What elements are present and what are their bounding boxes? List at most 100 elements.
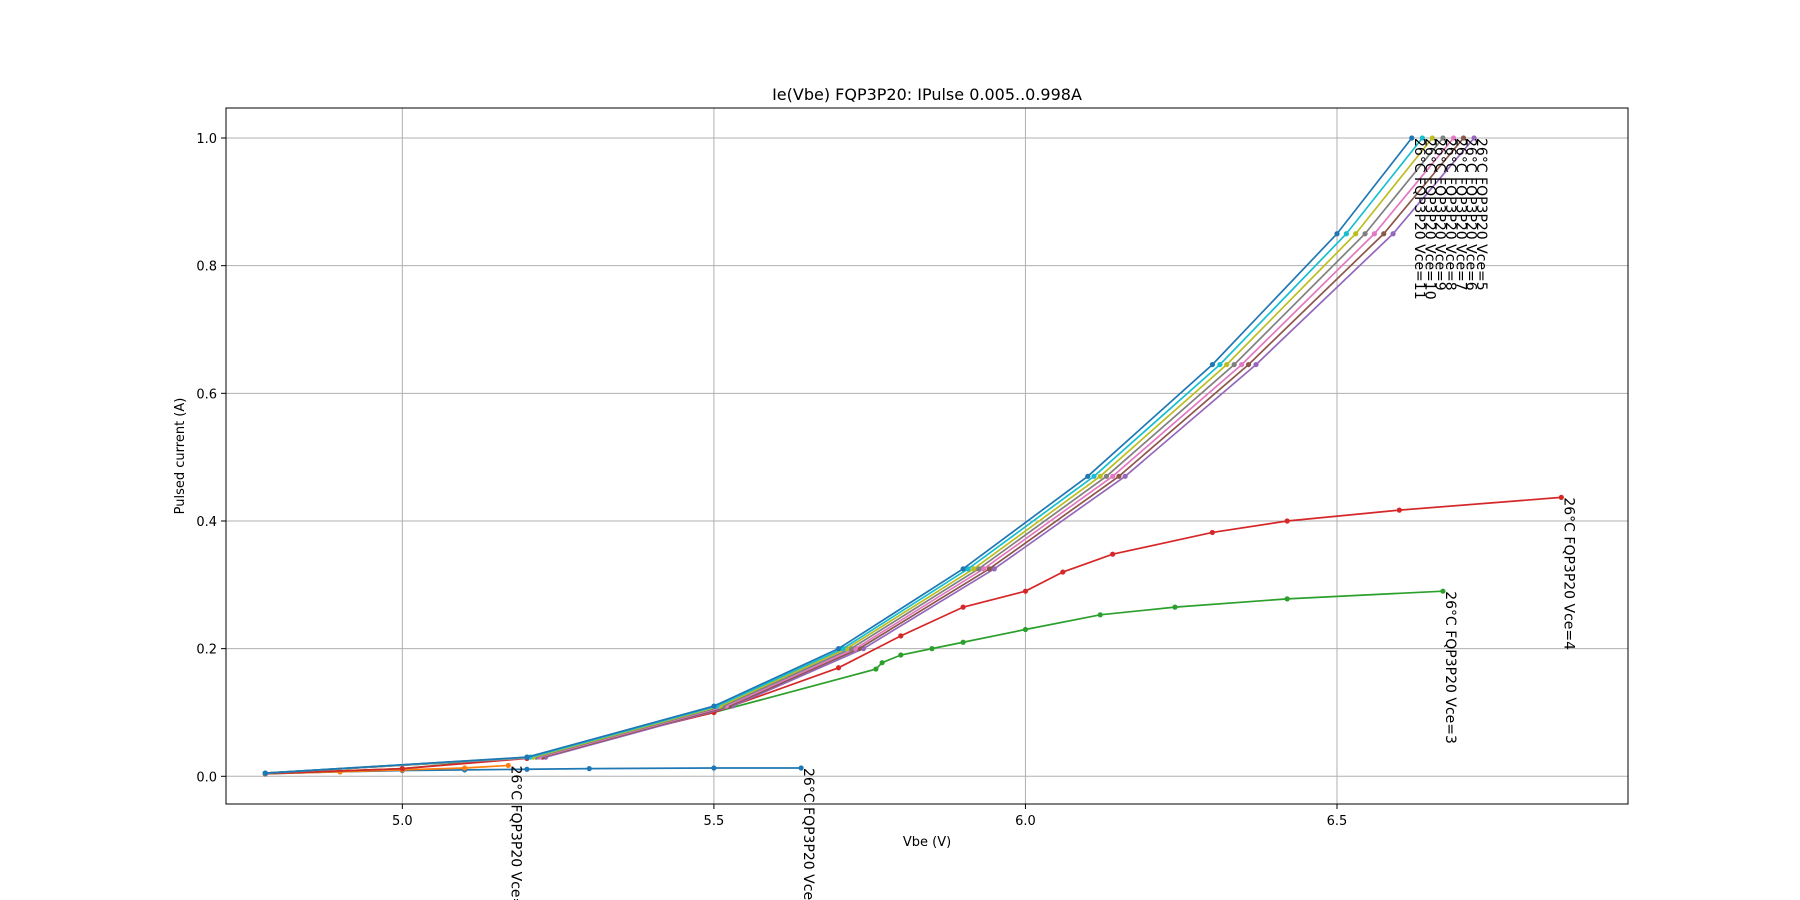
- data-point: [1097, 473, 1103, 479]
- series-label: 26°C FQP3P20 Vce=2: [507, 765, 523, 900]
- y-tick-label: 0.2: [196, 643, 217, 658]
- data-point: [1419, 135, 1425, 141]
- data-point: [711, 765, 717, 771]
- data-point: [524, 766, 530, 772]
- x-tick-label: 5.5: [704, 814, 725, 829]
- chart-title: Ie(Vbe) FQP3P20: IPulse 0.005..0.998A: [772, 85, 1082, 104]
- series: 26°C FQP3P20 Vce=1: [262, 765, 816, 900]
- x-tick-label: 5.0: [392, 814, 413, 829]
- data-point: [1022, 626, 1029, 633]
- data-point: [1396, 507, 1402, 513]
- data-point: [835, 646, 842, 652]
- series-label: 26°C FQP3P20 Vce=8: [1442, 138, 1458, 291]
- series-line: [265, 137, 1444, 774]
- data-point: [1440, 588, 1446, 594]
- x-tick-label: 6.0: [1015, 814, 1036, 829]
- data-point: [1122, 473, 1128, 479]
- data-point: [1097, 612, 1103, 618]
- data-point: [505, 762, 511, 769]
- data-point: [976, 566, 982, 572]
- data-point: [1429, 135, 1435, 141]
- data-point: [1224, 361, 1230, 368]
- data-point: [1209, 529, 1215, 536]
- data-point: [399, 766, 405, 772]
- data-point: [1085, 473, 1091, 479]
- data-point: [1217, 361, 1223, 368]
- data-point: [1353, 231, 1359, 237]
- series: 26°C FQP3P20 Vce=4: [262, 494, 1576, 777]
- y-axis-label: Pulsed current (A): [173, 398, 188, 515]
- series: 26°C FQP3P20 Vce=10: [262, 135, 1437, 776]
- data-point: [1450, 135, 1457, 141]
- data-point: [1209, 361, 1215, 368]
- series-line: [265, 137, 1465, 774]
- series: 26°C FQP3P20 Vce=9: [262, 135, 1447, 776]
- data-point: [262, 770, 268, 776]
- data-point: [1253, 361, 1259, 368]
- data-point: [1245, 361, 1252, 368]
- series-label: 26°C FQP3P20 Vce=5: [1473, 138, 1489, 291]
- data-point: [1103, 473, 1110, 479]
- series: 26°C FQP3P20 Vce=8: [262, 135, 1458, 776]
- series-label: 26°C FQP3P20 Vce=9: [1431, 138, 1447, 291]
- data-point: [1558, 494, 1564, 500]
- y-tick-label: 0.0: [196, 770, 217, 785]
- plot-frame: [225, 107, 1629, 805]
- data-point: [1239, 361, 1245, 368]
- data-point: [1284, 596, 1290, 602]
- y-tick-label: 0.8: [196, 260, 217, 275]
- data-point: [960, 639, 966, 645]
- data-point: [1110, 551, 1116, 557]
- y-tick-label: 0.4: [196, 515, 217, 530]
- data-point: [835, 665, 842, 671]
- data-point: [1390, 231, 1396, 237]
- data-point: [1362, 231, 1368, 237]
- series-label: 26°C FQP3P20 Vce=1: [800, 768, 816, 900]
- series-line: [265, 496, 1562, 775]
- series: 26°C FQP3P20 Vce=6: [262, 135, 1478, 776]
- series-line: [265, 137, 1455, 774]
- data-point: [1334, 231, 1340, 237]
- series-label: 26°C FQP3P20 Vce=10: [1421, 138, 1437, 300]
- series-label: 26°C FQP3P20 Vce=3: [1442, 591, 1458, 744]
- data-point: [1460, 135, 1467, 141]
- data-point: [462, 765, 468, 771]
- data-point: [965, 566, 971, 572]
- data-point: [1231, 361, 1237, 368]
- series: 26°C FQP3P20 Vce=5: [262, 135, 1489, 776]
- data-point: [960, 566, 966, 572]
- data-point: [1172, 604, 1178, 610]
- data-point: [711, 703, 717, 709]
- series-label: 26°C FQP3P20 Vce=7: [1453, 138, 1469, 291]
- x-tick-label: 6.5: [1327, 814, 1348, 829]
- y-tick-label: 0.6: [196, 387, 217, 402]
- data-point: [1471, 135, 1477, 141]
- series: 26°C FQP3P20 Vce=11: [262, 135, 1427, 776]
- data-point: [898, 652, 904, 658]
- data-point: [1284, 518, 1290, 524]
- data-point: [986, 566, 992, 572]
- data-point: [1060, 569, 1066, 575]
- data-point: [586, 766, 592, 772]
- data-point: [524, 754, 530, 760]
- data-point: [1110, 473, 1116, 479]
- series-label: 26°C FQP3P20 Vce=4: [1560, 497, 1576, 650]
- data-point: [1022, 588, 1029, 594]
- y-tick-label: 1.0: [196, 132, 217, 147]
- series-line: [265, 137, 1413, 774]
- data-point: [960, 604, 966, 610]
- data-point: [929, 646, 935, 652]
- data-point: [991, 566, 997, 572]
- data-point: [1409, 135, 1415, 141]
- data-point: [798, 765, 804, 771]
- series: 26°C FQP3P20 Vce=2: [262, 762, 523, 900]
- series-label: 26°C FQP3P20 Vce=11: [1411, 138, 1427, 300]
- data-point: [1091, 473, 1097, 479]
- data-point: [1371, 231, 1377, 237]
- series: 26°C FQP3P20 Vce=7: [262, 135, 1469, 776]
- data-point: [1381, 231, 1387, 237]
- data-point: [1343, 231, 1349, 237]
- data-point: [898, 633, 904, 639]
- data-point: [971, 566, 977, 572]
